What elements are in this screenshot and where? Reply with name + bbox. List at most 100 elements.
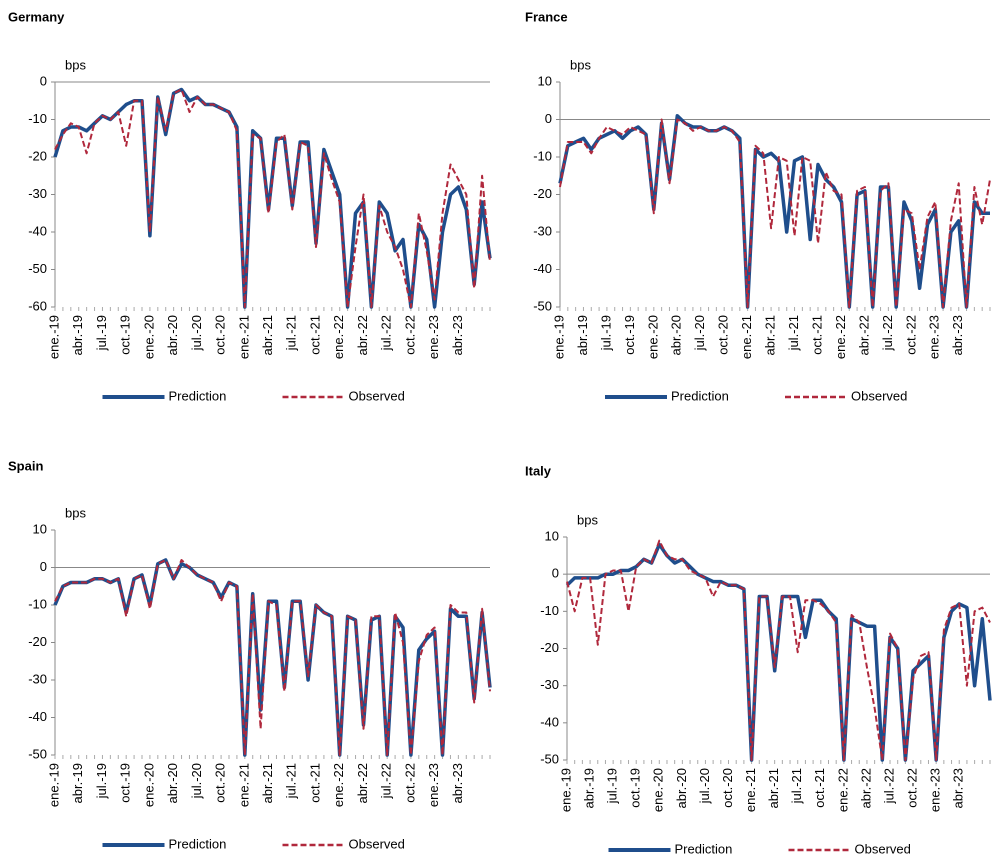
x-tick-label: oct.-20 bbox=[213, 315, 228, 355]
y-tick-label: -50 bbox=[533, 298, 552, 313]
x-tick-label: abr.-22 bbox=[858, 768, 873, 808]
y-tick-label: 10 bbox=[538, 73, 552, 88]
x-tick-label: ene.-20 bbox=[645, 315, 660, 359]
x-tick-label: oct.-19 bbox=[118, 315, 133, 355]
x-tick-label: ene.-19 bbox=[558, 768, 573, 812]
y-tick-label: -60 bbox=[28, 298, 47, 313]
y-tick-label: 10 bbox=[545, 528, 559, 543]
x-tick-label: abr.-21 bbox=[763, 315, 778, 355]
x-tick-label: ene.-21 bbox=[236, 763, 251, 807]
y-tick-label: 0 bbox=[40, 559, 47, 574]
x-tick-label: ene.-22 bbox=[331, 315, 346, 359]
x-tick-label: jul.-20 bbox=[189, 315, 204, 351]
series-line bbox=[54, 559, 491, 756]
y-axis-label: bps bbox=[577, 512, 598, 527]
x-tick-label: ene.-23 bbox=[426, 763, 441, 807]
chart-title: Spain bbox=[8, 458, 43, 473]
y-tick-label: -30 bbox=[540, 677, 559, 692]
x-tick-label: jul.-22 bbox=[881, 768, 896, 804]
x-tick-label: jul.-21 bbox=[284, 763, 299, 799]
x-tick-label: ene.-21 bbox=[739, 315, 754, 359]
y-axis-label: bps bbox=[570, 57, 591, 72]
y-tick-label: -40 bbox=[540, 714, 559, 729]
x-tick-label: oct.-21 bbox=[809, 315, 824, 355]
x-tick-label: oct.-20 bbox=[213, 763, 228, 803]
x-tick-label: oct.-22 bbox=[903, 315, 918, 355]
x-tick-label: abr.-22 bbox=[355, 315, 370, 355]
y-tick-label: -20 bbox=[28, 634, 47, 649]
x-tick-label: ene.-20 bbox=[141, 315, 156, 359]
y-tick-label: 0 bbox=[545, 111, 552, 126]
x-tick-label: abr.-23 bbox=[950, 315, 965, 355]
y-tick-label: -10 bbox=[540, 603, 559, 618]
y-tick-label: -20 bbox=[533, 186, 552, 201]
x-tick-label: jul.-21 bbox=[284, 315, 299, 351]
x-tick-label: oct.-20 bbox=[716, 315, 731, 355]
x-tick-label: abr.-20 bbox=[669, 315, 684, 355]
x-tick-label: ene.-21 bbox=[236, 315, 251, 359]
y-tick-label: -50 bbox=[28, 261, 47, 276]
x-tick-label: ene.-19 bbox=[46, 763, 61, 807]
x-tick-label: oct.-19 bbox=[622, 315, 637, 355]
x-tick-label: ene.-22 bbox=[833, 315, 848, 359]
x-tick-label: abr.-23 bbox=[450, 315, 465, 355]
legend-label: Observed bbox=[855, 841, 911, 854]
x-tick-label: oct.-21 bbox=[812, 768, 827, 808]
x-tick-label: oct.-21 bbox=[307, 763, 322, 803]
x-tick-label: abr.-23 bbox=[951, 768, 966, 808]
y-tick-label: 0 bbox=[40, 73, 47, 88]
y-axis-label: bps bbox=[65, 505, 86, 520]
legend-label: Observed bbox=[349, 388, 405, 403]
legend-label: Prediction bbox=[675, 841, 733, 854]
chart-title: Italy bbox=[525, 463, 552, 478]
x-tick-label: jul.-21 bbox=[789, 768, 804, 804]
x-tick-label: abr.-23 bbox=[450, 763, 465, 803]
x-tick-label: oct.-22 bbox=[905, 768, 920, 808]
x-tick-label: ene.-22 bbox=[331, 763, 346, 807]
series-line bbox=[565, 542, 992, 762]
x-tick-label: abr.-19 bbox=[70, 763, 85, 803]
x-tick-label: ene.-19 bbox=[551, 315, 566, 359]
x-tick-label: abr.-19 bbox=[70, 315, 85, 355]
y-tick-label: 10 bbox=[33, 521, 47, 536]
legend-label: Prediction bbox=[169, 388, 227, 403]
y-tick-label: -50 bbox=[28, 746, 47, 761]
x-tick-label: oct.-22 bbox=[402, 763, 417, 803]
x-tick-label: ene.-21 bbox=[743, 768, 758, 812]
x-tick-label: jul.-19 bbox=[94, 763, 109, 799]
y-tick-label: -50 bbox=[540, 751, 559, 766]
y-tick-label: -30 bbox=[28, 671, 47, 686]
x-tick-label: jul.-20 bbox=[189, 763, 204, 799]
x-tick-label: jul.-19 bbox=[605, 768, 620, 804]
series-line bbox=[558, 114, 990, 309]
x-tick-label: ene.-22 bbox=[835, 768, 850, 812]
x-tick-label: abr.-20 bbox=[165, 763, 180, 803]
series-line bbox=[54, 88, 491, 308]
y-tick-label: -30 bbox=[533, 223, 552, 238]
x-tick-label: ene.-23 bbox=[927, 315, 942, 359]
x-tick-label: jul.-22 bbox=[880, 315, 895, 351]
series-line bbox=[566, 539, 991, 761]
chart-title: France bbox=[525, 9, 568, 24]
y-tick-label: -20 bbox=[540, 640, 559, 655]
x-tick-label: ene.-20 bbox=[141, 763, 156, 807]
y-tick-label: -10 bbox=[533, 148, 552, 163]
x-tick-label: jul.-20 bbox=[692, 315, 707, 351]
legend-label: Prediction bbox=[169, 836, 227, 851]
x-tick-label: abr.-19 bbox=[575, 315, 590, 355]
legend-label: Prediction bbox=[671, 388, 729, 403]
y-tick-label: -40 bbox=[28, 709, 47, 724]
y-tick-label: -20 bbox=[28, 148, 47, 163]
x-tick-label: oct.-22 bbox=[402, 315, 417, 355]
x-tick-label: jul.-20 bbox=[697, 768, 712, 804]
y-tick-label: -30 bbox=[28, 186, 47, 201]
chart-title: Germany bbox=[8, 9, 65, 24]
x-tick-label: abr.-22 bbox=[355, 763, 370, 803]
x-tick-label: abr.-21 bbox=[260, 763, 275, 803]
x-tick-label: abr.-22 bbox=[856, 315, 871, 355]
x-tick-label: abr.-21 bbox=[260, 315, 275, 355]
legend-label: Observed bbox=[349, 836, 405, 851]
y-tick-label: -10 bbox=[28, 596, 47, 611]
